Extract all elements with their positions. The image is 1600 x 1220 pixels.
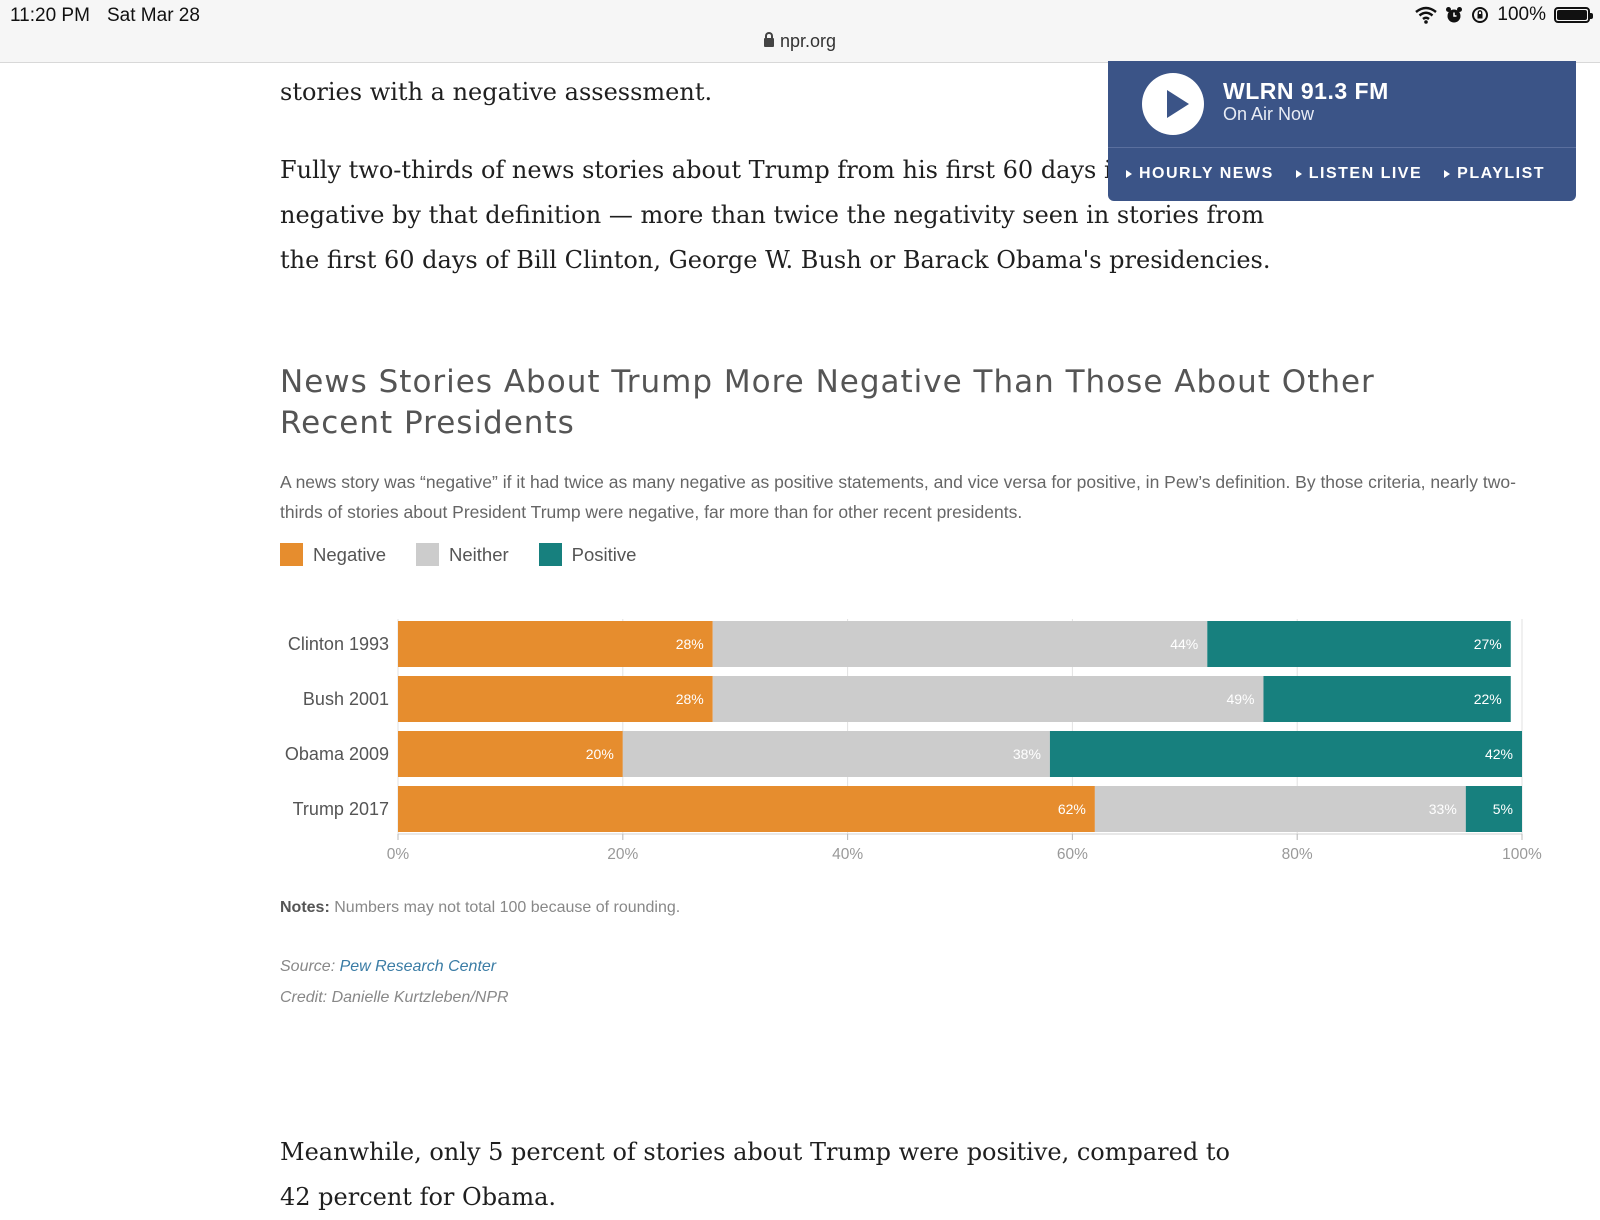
status-icons: 100% — [1415, 4, 1593, 26]
bar-negative — [398, 621, 713, 667]
article-paragraph-3: Meanwhile, only 5 percent of stories abo… — [280, 1138, 1230, 1211]
chart-notes: Notes: Numbers may not total 100 because… — [280, 899, 680, 917]
chart-credit: Credit: Danielle Kurtzleben/NPR — [280, 989, 509, 1006]
bar-negative — [398, 731, 623, 777]
orientation-lock-icon — [1472, 7, 1489, 23]
chart-legend: Negative Neither Positive — [280, 543, 636, 566]
battery-percent: 100% — [1497, 4, 1546, 25]
bar-negative — [398, 676, 713, 722]
source-link[interactable]: Pew Research Center — [339, 958, 497, 975]
status-date: Sat Mar 28 — [107, 5, 200, 26]
x-tick-label: 100% — [1502, 846, 1542, 863]
hourly-news-link[interactable]: HOURLY NEWS — [1126, 165, 1274, 183]
bar-positive — [1207, 621, 1511, 667]
data-label: 44% — [1170, 636, 1198, 652]
listen-live-label: LISTEN LIVE — [1308, 165, 1423, 182]
legend-item-positive: Positive — [538, 543, 637, 566]
hourly-news-label: HOURLY NEWS — [1139, 165, 1274, 182]
play-icon[interactable] — [1142, 73, 1204, 135]
listen-live-link[interactable]: LISTEN LIVE — [1295, 165, 1423, 183]
data-label: 28% — [676, 691, 704, 707]
chart-title: News Stories About Trump More Negative T… — [280, 364, 1375, 441]
bar-neither — [712, 621, 1208, 667]
lock-icon — [763, 32, 774, 47]
data-label: 49% — [1226, 691, 1254, 707]
bar-negative — [398, 786, 1095, 832]
legend-swatch-negative — [280, 543, 303, 566]
bar-positive — [1263, 676, 1511, 722]
data-label: 33% — [1429, 801, 1457, 817]
bar-positive — [1465, 786, 1522, 832]
status-time: 11:20 PM — [10, 5, 90, 26]
legend-label-neither: Neither — [449, 543, 509, 565]
category-label: Bush 2001 — [303, 689, 389, 709]
data-label: 42% — [1485, 746, 1513, 762]
status-bar: 11:20 PM Sat Mar 28 100% npr.org — [0, 0, 1600, 63]
url-text: npr.org — [779, 31, 837, 51]
source-label: Source: — [280, 958, 336, 975]
battery-icon — [1554, 7, 1593, 23]
data-label: 27% — [1474, 636, 1502, 652]
data-label: 20% — [586, 746, 614, 762]
triangle-right-icon — [1444, 170, 1451, 178]
legend-item-neither: Neither — [416, 543, 509, 566]
triangle-right-icon — [1295, 170, 1302, 178]
station-name: WLRN 91.3 FM — [1223, 78, 1389, 104]
chart-source: Source: Pew Research Center — [280, 958, 496, 976]
x-tick-label: 60% — [1057, 846, 1088, 863]
legend-swatch-positive — [538, 543, 562, 566]
legend-label-negative: Negative — [313, 543, 387, 565]
legend-swatch-neither — [416, 543, 440, 566]
radio-links: HOURLY NEWS LISTEN LIVE PLAYLIST — [1126, 165, 1545, 183]
bar-positive — [1049, 731, 1522, 777]
article-paragraph-2: Fully two-thirds of news stories about T… — [280, 156, 1271, 274]
radio-player: WLRN 91.3 FM On Air Now HOURLY NEWS LIST… — [1108, 61, 1576, 201]
category-label: Clinton 1993 — [288, 634, 389, 654]
playlist-link[interactable]: PLAYLIST — [1444, 165, 1545, 183]
article-paragraph-1: stories with a negative assessment. — [280, 78, 713, 106]
x-tick-label: 20% — [607, 846, 638, 863]
on-air-label: On Air Now — [1223, 104, 1315, 124]
data-label: 5% — [1493, 801, 1513, 817]
legend-item-negative: Negative — [280, 543, 386, 566]
x-tick-label: 40% — [832, 846, 863, 863]
data-label: 38% — [1013, 746, 1041, 762]
bar-neither — [712, 676, 1264, 722]
wifi-icon — [1415, 6, 1438, 24]
bar-neither — [1094, 786, 1466, 832]
data-label: 62% — [1058, 801, 1086, 817]
x-tick-label: 80% — [1282, 846, 1313, 863]
data-label: 22% — [1474, 691, 1502, 707]
playlist-label: PLAYLIST — [1457, 165, 1546, 182]
legend-label-positive: Positive — [571, 543, 637, 565]
chart-description: A news story was “negative” if it had tw… — [280, 472, 1516, 522]
notes-text: Numbers may not total 100 because of rou… — [334, 899, 681, 916]
data-label: 28% — [676, 636, 704, 652]
x-tick-label: 0% — [387, 846, 410, 863]
bar-neither — [622, 731, 1050, 777]
alarm-icon — [1446, 7, 1463, 23]
notes-label: Notes: — [280, 899, 330, 916]
category-label: Trump 2017 — [293, 799, 389, 819]
category-label: Obama 2009 — [285, 744, 389, 764]
address-bar[interactable]: npr.org — [0, 31, 1600, 52]
triangle-right-icon — [1126, 170, 1132, 178]
radio-divider — [1108, 147, 1576, 148]
stacked-bar-chart: Clinton 1993 28% 44% 27% Bush 2001 28% 49% 22% O… — [285, 619, 1542, 863]
